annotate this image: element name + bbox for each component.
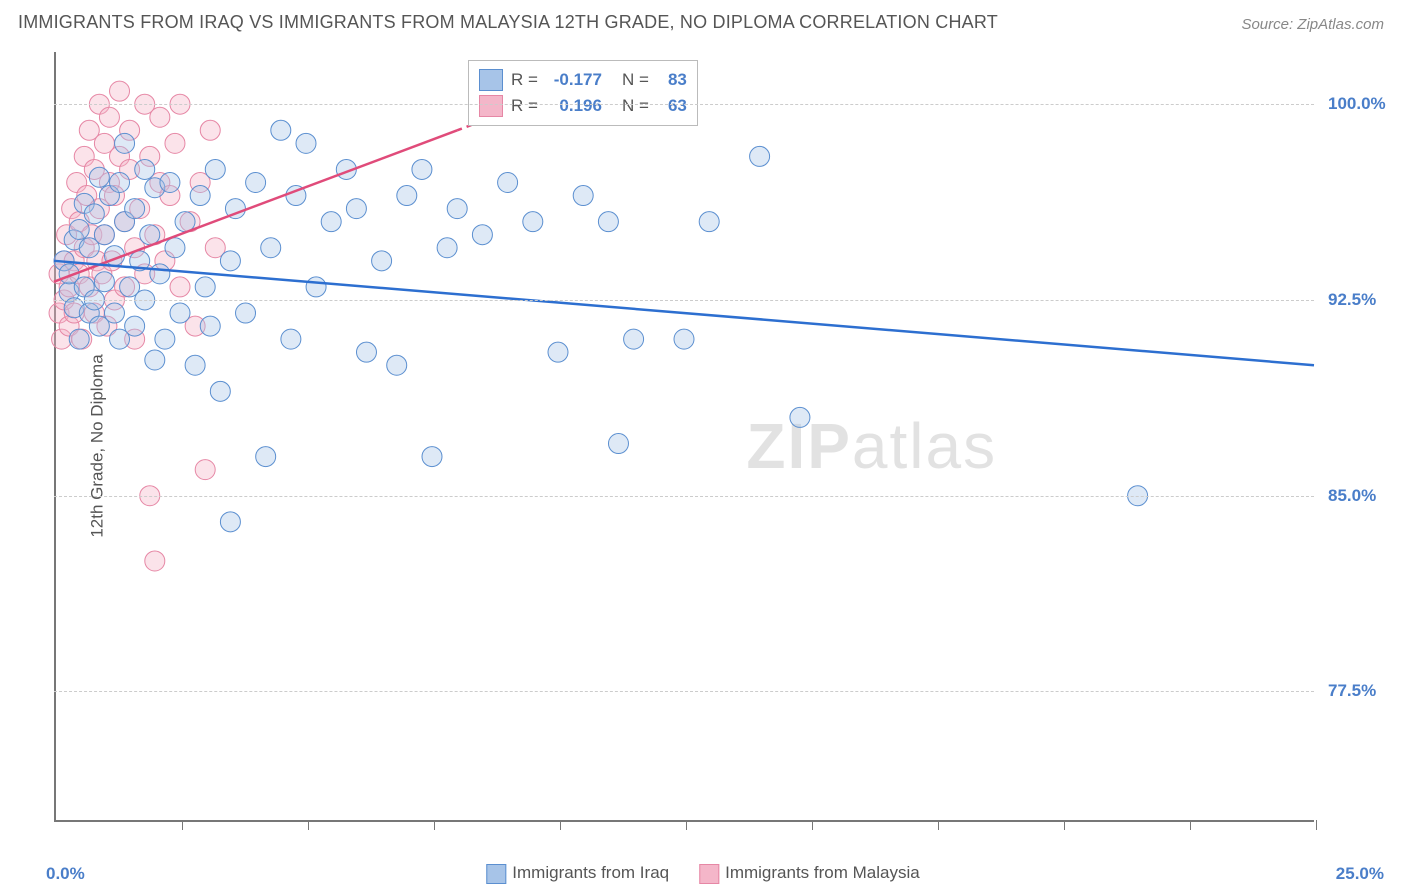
data-point [140, 225, 160, 245]
x-axis-max-label: 25.0% [1336, 864, 1384, 884]
data-point [104, 303, 124, 323]
data-point [447, 199, 467, 219]
data-point [356, 342, 376, 362]
data-point [346, 199, 366, 219]
data-point [135, 159, 155, 179]
data-point [699, 212, 719, 232]
legend-n-label: N = [622, 67, 649, 93]
data-point [246, 173, 266, 193]
chart-title: IMMIGRANTS FROM IRAQ VS IMMIGRANTS FROM … [18, 12, 998, 33]
data-point [165, 133, 185, 153]
legend-swatch [486, 864, 506, 884]
data-point [236, 303, 256, 323]
data-point [321, 212, 341, 232]
data-point [437, 238, 457, 258]
data-point [790, 407, 810, 427]
data-point [145, 350, 165, 370]
plot-svg [54, 52, 1314, 822]
y-tick-label: 77.5% [1328, 681, 1376, 701]
data-point [94, 272, 114, 292]
data-point [200, 316, 220, 336]
data-point [412, 159, 432, 179]
legend-label: Immigrants from Malaysia [725, 863, 920, 882]
legend-swatch [479, 95, 503, 117]
data-point [185, 355, 205, 375]
data-point [498, 173, 518, 193]
legend-correlation-row: R = -0.177 N = 83 [479, 67, 687, 93]
legend-r-label: R = [511, 93, 538, 119]
data-point [69, 219, 89, 239]
x-tick [1316, 820, 1317, 830]
legend-bottom: Immigrants from Iraq Immigrants from Mala… [486, 863, 919, 884]
data-point [271, 120, 291, 140]
data-point [397, 186, 417, 206]
legend-n-value: 63 [657, 93, 687, 119]
legend-correlation-row: R = 0.196 N = 63 [479, 93, 687, 119]
data-point [608, 434, 628, 454]
data-point [170, 277, 190, 297]
data-point [155, 329, 175, 349]
data-point [306, 277, 326, 297]
data-point [69, 329, 89, 349]
data-point [750, 146, 770, 166]
gridline [54, 496, 1314, 497]
data-point [94, 225, 114, 245]
data-point [372, 251, 392, 271]
data-point [220, 251, 240, 271]
data-point [125, 316, 145, 336]
data-point [624, 329, 644, 349]
data-point [422, 447, 442, 467]
data-point [160, 173, 180, 193]
y-tick-label: 92.5% [1328, 290, 1376, 310]
data-point [472, 225, 492, 245]
legend-item: Immigrants from Iraq [486, 863, 669, 884]
data-point [548, 342, 568, 362]
data-point [190, 186, 210, 206]
legend-n-value: 83 [657, 67, 687, 93]
data-point [195, 277, 215, 297]
gridline [54, 300, 1314, 301]
gridline [54, 104, 1314, 105]
legend-item: Immigrants from Malaysia [699, 863, 920, 884]
data-point [115, 133, 135, 153]
data-point [165, 238, 185, 258]
data-point [195, 460, 215, 480]
data-point [125, 199, 145, 219]
gridline [54, 691, 1314, 692]
data-point [205, 159, 225, 179]
data-point [99, 107, 119, 127]
data-point [145, 551, 165, 571]
data-point [89, 167, 109, 187]
y-tick-label: 100.0% [1328, 94, 1386, 114]
data-point [210, 381, 230, 401]
source-label: Source: ZipAtlas.com [1241, 16, 1384, 33]
data-point [150, 264, 170, 284]
data-point [281, 329, 301, 349]
legend-label: Immigrants from Iraq [512, 863, 669, 882]
data-point [220, 512, 240, 532]
data-point [387, 355, 407, 375]
legend-n-label: N = [622, 93, 649, 119]
data-point [84, 204, 104, 224]
data-point [200, 120, 220, 140]
data-point [110, 173, 130, 193]
data-point [256, 447, 276, 467]
data-point [170, 303, 190, 323]
data-point [150, 107, 170, 127]
data-point [296, 133, 316, 153]
legend-swatch [699, 864, 719, 884]
data-point [110, 81, 130, 101]
data-point [674, 329, 694, 349]
data-point [261, 238, 281, 258]
legend-correlation-box: R = -0.177 N = 83 R = 0.196 N = 63 [468, 60, 698, 126]
legend-r-value: 0.196 [546, 93, 602, 119]
y-tick-label: 85.0% [1328, 486, 1376, 506]
legend-swatch [479, 69, 503, 91]
legend-r-value: -0.177 [546, 67, 602, 93]
x-axis-min-label: 0.0% [46, 864, 85, 884]
legend-r-label: R = [511, 67, 538, 93]
data-point [573, 186, 593, 206]
data-point [598, 212, 618, 232]
data-point [523, 212, 543, 232]
